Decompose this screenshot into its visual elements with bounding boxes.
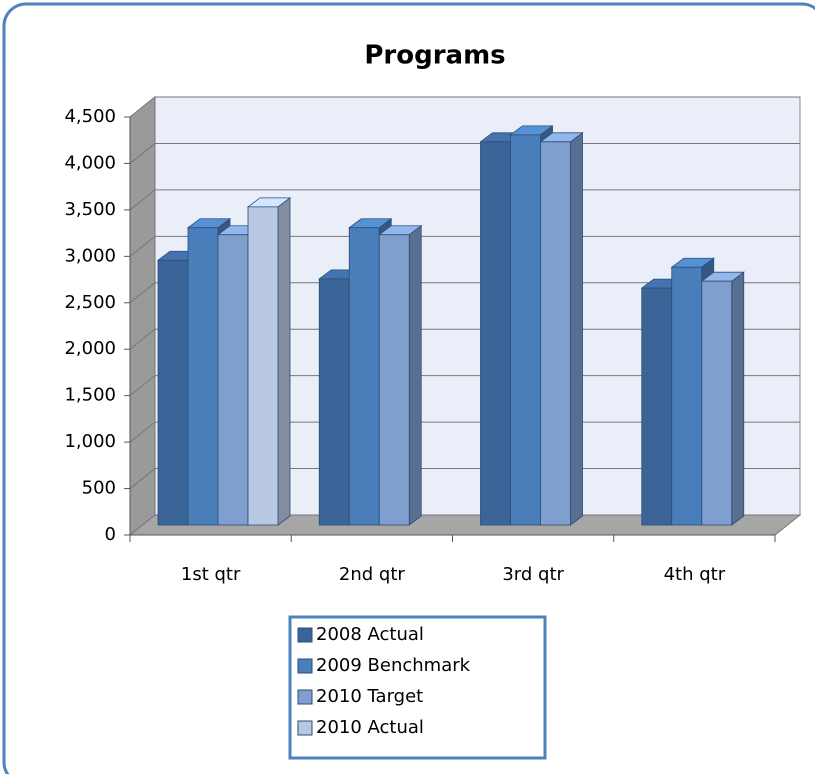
- y-tick-label: 1,000: [64, 431, 116, 452]
- bar: [378, 224, 423, 526]
- bar: [246, 197, 292, 526]
- legend-label: 2009 Benchmark: [316, 655, 471, 676]
- legend-swatch: [297, 720, 313, 736]
- chart-title: Programs: [364, 41, 505, 71]
- legend-swatch: [297, 627, 313, 643]
- legend-box: [288, 615, 547, 760]
- grid-line: [129, 421, 156, 443]
- grid-line: [129, 143, 156, 164]
- bar-side: [408, 224, 422, 526]
- legend-swatch: [297, 658, 313, 674]
- bar-front: [480, 141, 511, 526]
- bar-front: [510, 134, 541, 526]
- bar: [700, 271, 745, 526]
- bar-front: [247, 206, 279, 526]
- bar-front: [540, 141, 571, 526]
- bar-front: [157, 259, 189, 526]
- y-tick-label: 4,000: [64, 152, 116, 173]
- x-tick-label: 1st qtr: [181, 564, 241, 585]
- bar-front: [701, 280, 733, 526]
- x-tick-label: 4th qtr: [664, 564, 726, 585]
- y-tick-label: 1,500: [64, 385, 116, 406]
- grid-line: [129, 235, 156, 257]
- bar-front: [187, 227, 219, 526]
- y-tick-label: 2,000: [64, 338, 116, 359]
- grid-line: [129, 189, 156, 211]
- y-tick-label: 3,500: [64, 199, 116, 220]
- y-tick-label: 500: [82, 478, 116, 499]
- y-tick-label: 3,000: [64, 245, 116, 266]
- bar-front: [378, 234, 410, 526]
- bar: [539, 132, 584, 526]
- bar-front: [671, 266, 703, 526]
- y-tick-label: 0: [105, 524, 116, 545]
- bar-front: [348, 227, 380, 526]
- y-tick-label: 4,500: [64, 106, 116, 127]
- bar-front: [217, 234, 249, 526]
- grid-line: [129, 375, 156, 397]
- x-tick-label: 3rd qtr: [502, 564, 564, 585]
- legend-label: 2010 Actual: [316, 717, 424, 738]
- bar-side: [570, 132, 583, 526]
- bar-side: [277, 197, 291, 526]
- grid-line: [129, 96, 156, 118]
- x-tick-label: 2nd qtr: [339, 564, 405, 585]
- side-wall: [129, 95, 156, 537]
- bar-side: [731, 271, 745, 526]
- grid-line: [129, 468, 156, 489]
- legend-swatch: [297, 689, 313, 705]
- legend-label: 2008 Actual: [316, 624, 424, 645]
- y-tick-label: 2,500: [64, 292, 116, 313]
- legend-label: 2010 Target: [316, 686, 423, 707]
- bar-front: [641, 287, 673, 526]
- grid-line: [129, 282, 156, 304]
- bar-front: [318, 278, 350, 526]
- grid-line: [129, 328, 156, 350]
